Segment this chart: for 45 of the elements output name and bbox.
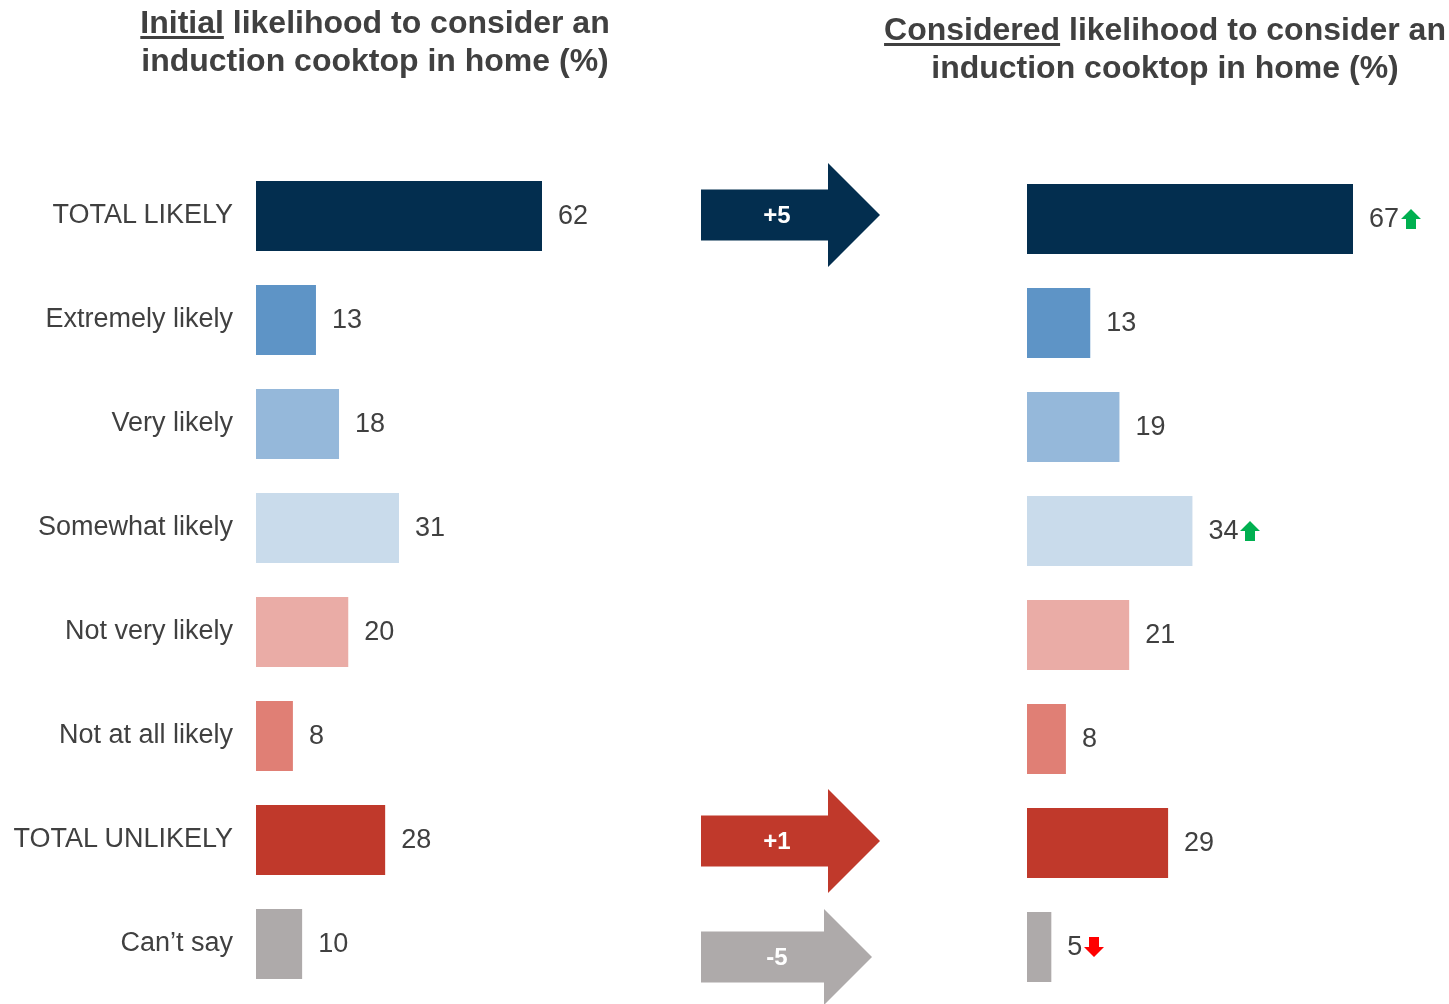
data-label: 8: [308, 720, 324, 751]
data-label: 29: [1184, 827, 1215, 858]
bar: [256, 908, 303, 980]
y-tick-label: Can’t say: [120, 927, 234, 958]
data-label: 28: [401, 824, 432, 855]
data-label: 5: [1067, 931, 1083, 962]
bar: [1027, 495, 1193, 567]
data-label: 21: [1145, 619, 1176, 650]
data-label: 34: [1208, 515, 1239, 546]
data-label: 13: [331, 304, 363, 335]
bar: [1027, 391, 1120, 463]
y-tick-label: Very likely: [111, 407, 234, 438]
y-tick-label: TOTAL LIKELY: [52, 199, 233, 230]
y-tick-label: Not at all likely: [58, 719, 234, 750]
bar: [1027, 703, 1066, 775]
bar: [256, 700, 293, 772]
text: -5: [765, 943, 789, 971]
bar: [256, 388, 340, 460]
chart-title: Initial likelihood to consider an induction cooktop in home (%): [140, 4, 610, 78]
data-label: 8: [1081, 723, 1097, 754]
data-label: 10: [318, 928, 349, 959]
data-label: 19: [1135, 411, 1166, 442]
y-tick-label: Extremely likely: [45, 303, 234, 334]
chart-title: Considered likelihood to consider an induction cooktop in home (%): [884, 11, 1446, 85]
y-tick-label: Somewhat likely: [37, 511, 234, 542]
text: +1: [762, 827, 792, 855]
bar: [1027, 807, 1169, 879]
bar: [1027, 287, 1091, 359]
bar: [256, 180, 542, 252]
bar: [1027, 911, 1052, 983]
bar: [256, 284, 316, 356]
text: +5: [762, 201, 792, 229]
data-label: 20: [364, 616, 395, 647]
data-label: 31: [415, 512, 446, 543]
bar: [256, 596, 349, 668]
bar: [1027, 183, 1353, 255]
bar: [256, 804, 386, 876]
data-label: 67: [1369, 203, 1400, 234]
bar: [256, 492, 399, 564]
data-label: 13: [1106, 307, 1137, 338]
y-tick-label: Not very likely: [64, 615, 234, 646]
bar: [1027, 599, 1130, 671]
y-tick-label: TOTAL UNLIKELY: [13, 823, 233, 854]
data-label: 18: [355, 408, 386, 439]
data-label: 62: [558, 200, 589, 231]
